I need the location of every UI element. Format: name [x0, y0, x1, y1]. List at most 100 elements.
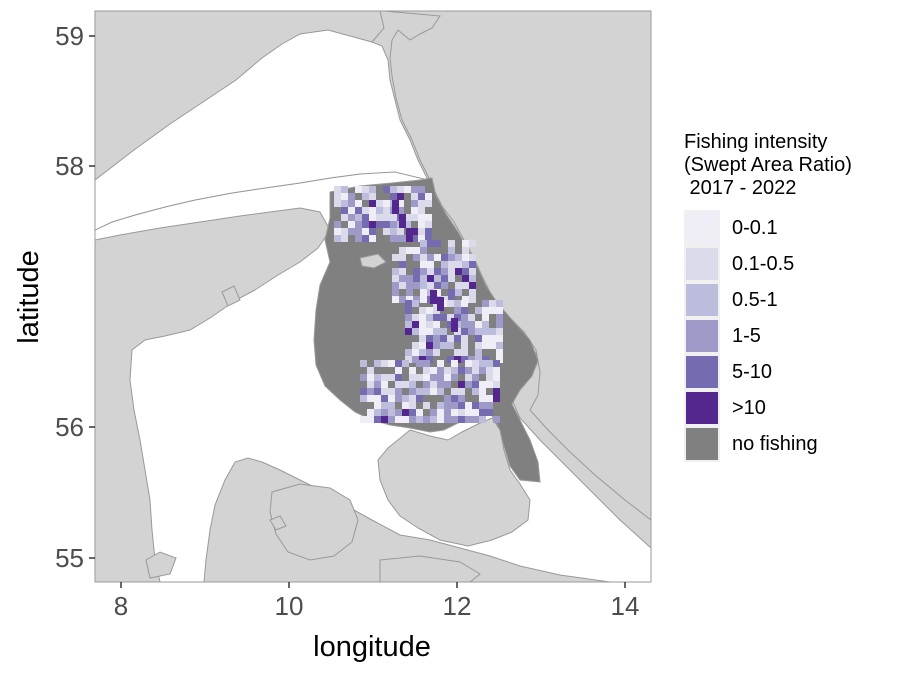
grid-cell — [461, 342, 468, 349]
grid-cell — [334, 228, 341, 235]
legend-title: Fishing intensity (Swept Area Ratio) 201… — [684, 131, 894, 200]
grid-cell — [397, 235, 404, 242]
grid-cell — [437, 402, 444, 409]
grid-cell — [390, 193, 397, 200]
grid-cell — [406, 289, 413, 296]
legend-swatch — [686, 356, 718, 388]
grid-cell — [348, 193, 355, 200]
grid-cell — [381, 381, 388, 388]
grid-cell — [426, 349, 433, 356]
panel-border — [94, 10, 652, 583]
grid-cell — [461, 349, 468, 356]
grid-cell — [411, 200, 418, 207]
grid-cell — [388, 360, 395, 367]
legend-key — [684, 318, 720, 354]
grid-cell — [402, 360, 409, 367]
grid-cell — [416, 395, 423, 402]
grid-cell — [462, 254, 469, 261]
legend-item: 0.1-0.5 — [684, 246, 894, 282]
grid-cell — [360, 360, 367, 367]
grid-cell — [348, 214, 355, 221]
grid-cell — [454, 335, 461, 342]
grid-cell — [455, 289, 462, 296]
grid-cell — [374, 374, 381, 381]
grid-cell — [341, 228, 348, 235]
legend-key — [684, 354, 720, 390]
grid-cell — [411, 228, 418, 235]
grid-cell — [355, 228, 362, 235]
grid-cell — [413, 254, 420, 261]
grid-cell — [374, 395, 381, 402]
grid-cell — [496, 321, 503, 328]
grid-cell — [489, 307, 496, 314]
grid-cell — [390, 221, 397, 228]
grid-cell — [355, 186, 362, 193]
grid-cell — [489, 300, 496, 307]
grid-cell — [360, 395, 367, 402]
legend-key — [684, 426, 720, 462]
grid-cell — [426, 307, 433, 314]
grid-cell — [334, 221, 341, 228]
grid-cell — [430, 367, 437, 374]
x-tick-label: 14 — [611, 591, 640, 621]
grid-cell — [419, 328, 426, 335]
grid-cell — [437, 416, 444, 423]
grid-cell — [405, 328, 412, 335]
grid-cell — [404, 186, 411, 193]
grid-cell — [367, 374, 374, 381]
grid-cell — [416, 360, 423, 367]
grid-cell — [392, 282, 399, 289]
grid-cell — [458, 395, 465, 402]
grid-cell — [437, 381, 444, 388]
grid-cell — [441, 254, 448, 261]
grid-cell — [472, 416, 479, 423]
land-island — [145, 551, 177, 579]
grid-cell — [397, 207, 404, 214]
grid-cell — [367, 381, 374, 388]
grid-cell — [412, 356, 419, 363]
grid-cell — [430, 290, 437, 304]
grid-cell — [399, 275, 406, 282]
grid-cell — [440, 314, 447, 321]
grid-cell — [341, 235, 348, 242]
grid-cell — [402, 395, 409, 402]
grid-cell — [423, 402, 430, 409]
grid-cell — [426, 335, 433, 342]
grid-cell — [479, 360, 486, 367]
legend-swatch — [686, 392, 718, 424]
grid-cell — [418, 186, 425, 193]
grid-cell — [348, 207, 355, 214]
grid-cell — [381, 388, 388, 395]
grid-cell — [395, 409, 402, 416]
grid-cell — [406, 275, 413, 282]
grid-cell — [355, 214, 362, 221]
grid-cell — [475, 321, 482, 328]
grid-cell — [369, 207, 376, 214]
grid-cell — [468, 356, 475, 363]
grid-cell — [341, 193, 348, 200]
grid-cell — [489, 328, 496, 335]
grid-cell — [430, 374, 437, 381]
grid-cell — [444, 402, 451, 409]
grid-cell — [482, 356, 489, 363]
grid-cell — [448, 268, 455, 275]
grid-cell — [402, 402, 409, 409]
grid-cell — [461, 356, 468, 363]
grid-cell — [374, 402, 381, 409]
legend-item: no fishing — [684, 426, 894, 462]
grid-cell — [376, 214, 383, 221]
grid-cell — [374, 381, 381, 388]
grid-cell — [433, 349, 440, 356]
grid-cell — [448, 240, 455, 247]
grid-cell — [441, 268, 448, 275]
grid-cell — [390, 214, 397, 221]
grid-cell — [444, 395, 451, 402]
grid-cell — [441, 282, 448, 289]
grid-cell — [413, 282, 420, 289]
grid-cell — [362, 214, 369, 221]
grid-cell — [412, 300, 419, 307]
fishing-intensity-grid — [334, 186, 503, 423]
grid-cell — [448, 275, 455, 282]
legend-item: >10 — [684, 390, 894, 426]
legend-title-line: (Swept Area Ratio) — [684, 154, 852, 176]
